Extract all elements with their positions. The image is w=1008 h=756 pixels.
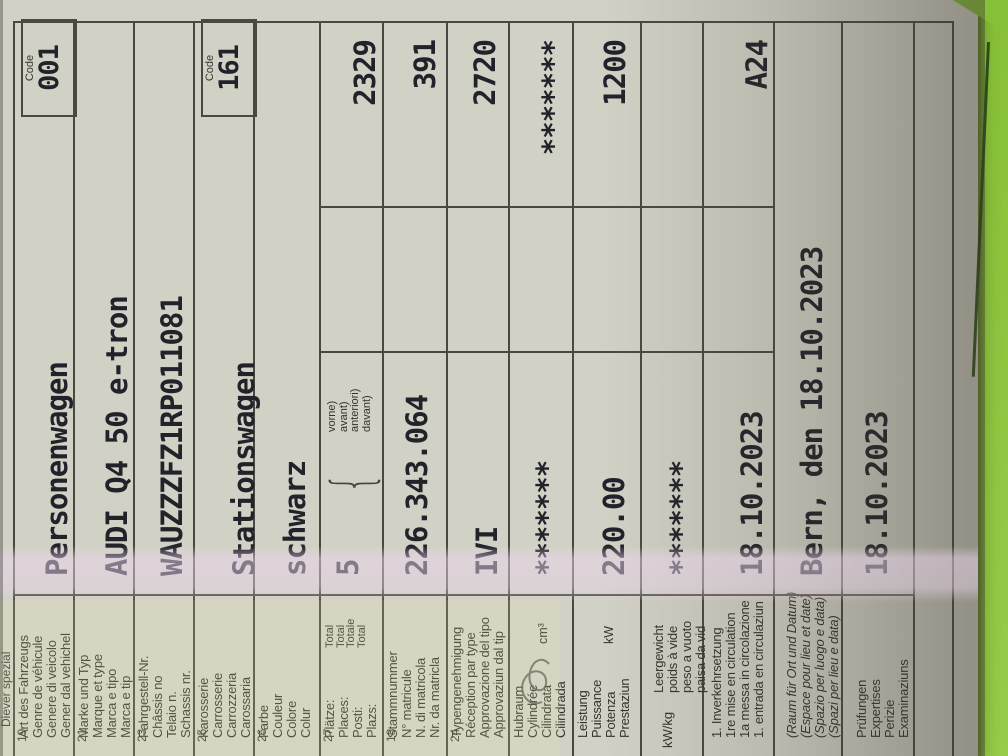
field-label: Leergewicht poids à vide peso a vuoto pa… bbox=[651, 620, 708, 693]
field-value-chassis-number: WAUZZZFZ1RP011081 bbox=[155, 296, 189, 576]
field-value-payload: 391 bbox=[408, 40, 442, 90]
brace-glyph: { bbox=[320, 473, 385, 493]
field-row-vehicle-type: 19 Art des Fahrzeugs Genre de véhicule G… bbox=[13, 208, 74, 756]
field-value-place-and-date: Bern, den 18.10.2023 bbox=[795, 246, 829, 576]
field-label: Leistung Puissance Potenza Prestaziun bbox=[575, 678, 632, 738]
field-row-emissions-code: 72 Emissionscode Code émissions Codice e… bbox=[702, 23, 774, 353]
field-value-total-weight: 2720 bbox=[468, 40, 502, 106]
code-box-value: 161 bbox=[214, 45, 245, 91]
field-value-inspections: 18.10.2023 bbox=[860, 411, 894, 576]
field-label: Plätze: Places: Posti: Plazs: bbox=[322, 696, 379, 738]
field-value-train-weight: ******* bbox=[536, 40, 570, 156]
field-row-total-weight: 33 Gesamtgewicht Poids total Peso totale… bbox=[446, 23, 508, 353]
field-label: Typengenehmigung Réception par type Appr… bbox=[449, 617, 506, 738]
seats-total-label: Total Total Totale Total bbox=[324, 618, 368, 648]
row-divider bbox=[913, 23, 915, 756]
field-value-vehicle-type: Personenwagen bbox=[40, 362, 74, 576]
field-value-towing-capacity: 1200 bbox=[598, 40, 632, 106]
field-row-body-style: 25 Karosserie Carrosserie Carrozzeria Ca… bbox=[193, 208, 261, 756]
field-row-towing-capacity: 31 Anhängelast Poids remorquable Carico … bbox=[572, 23, 640, 353]
table-bottom-frame bbox=[952, 23, 954, 756]
field-label: (Raum für Ort und Datum) (Espace pour li… bbox=[784, 591, 841, 738]
field-value-type-approval: IVI bbox=[470, 526, 504, 576]
field-row-unladen-weight: 30 Leergewicht Poids à vide Peso a vuoto… bbox=[319, 23, 382, 353]
field-value-power: 220.00 bbox=[597, 477, 631, 576]
field-value-emissions-code: A24 bbox=[740, 40, 774, 90]
field-value-power-to-weight: ******* bbox=[664, 460, 698, 576]
field-label: Fahrgestell-Nr. Châssis no Telaio n. Sch… bbox=[136, 655, 193, 738]
field-value-make-type: AUDI Q4 50 e-tron bbox=[100, 296, 134, 576]
field-label: Art des Fahrzeugs Genre de véhicule Gene… bbox=[16, 633, 73, 738]
field-value-unladen-weight: 2329 bbox=[348, 40, 382, 106]
field-row-inspections: Prüfungen Expertises Perizie Examinaziun… bbox=[841, 208, 913, 756]
field-row-chassis-number: 23 Fahrgestell-Nr. Châssis no Telaio n. … bbox=[133, 208, 193, 756]
field-value-color: schwarz bbox=[278, 460, 312, 576]
field-row-color: 26 Farbe Couleur Colore Colur schwarz bbox=[253, 208, 319, 756]
field-row-displacement: Hubraum Cylindrée Cilindrata Cilindrada … bbox=[508, 208, 572, 756]
field-row-train-weight: 35 Gewicht des Zuges Poids de l'ensemble… bbox=[508, 23, 572, 353]
unit-kw: kW bbox=[602, 625, 616, 644]
field-value-first-registration: 18.10.2023 bbox=[735, 411, 769, 576]
field-value-serial-number: 226.343.064 bbox=[400, 394, 434, 576]
ink-scribble bbox=[521, 658, 550, 705]
field-label: 1. Inverkehrsetzung 1re mise en circulat… bbox=[709, 600, 766, 738]
code-box-body-style: Code 161 bbox=[201, 19, 257, 117]
field-row-roof-load: 55 Dachlast Charge sur le toit Carico su… bbox=[640, 23, 702, 353]
kw-per-kg-label: kW/kg bbox=[660, 711, 675, 748]
code-box-vehicle-type: Code 001 bbox=[21, 19, 77, 117]
field-row-make-type: 21 Marke und Typ Marque et type Marca e … bbox=[73, 208, 134, 756]
cutoff-header-text: Diever spezial bbox=[0, 651, 13, 727]
field-row-place-and-date: (Raum für Ort und Datum) (Espace pour li… bbox=[773, 208, 841, 756]
unit-cm3: cm³ bbox=[536, 623, 550, 644]
field-label: Farbe Couleur Colore Colur bbox=[256, 693, 313, 738]
field-label: Marke und Typ Marque et type Marca e tip… bbox=[76, 654, 133, 738]
field-value-displacement: ******* bbox=[530, 460, 564, 576]
field-row-payload: 32 Nutz-/Sattellast Charge utile/sellett… bbox=[382, 23, 446, 353]
field-label: Karosserie Carrosserie Carrozzeria Caros… bbox=[196, 673, 253, 738]
field-label: Stammnummer N° matricule N. di matricola… bbox=[385, 651, 442, 738]
field-label: Prüfungen Expertises Perizie Examinaziun… bbox=[854, 659, 911, 738]
code-box-value: 001 bbox=[34, 45, 65, 91]
seats-front-label: vorne) avant) anteriori) davant) bbox=[326, 388, 373, 432]
field-value-seats: 5 bbox=[331, 559, 365, 576]
